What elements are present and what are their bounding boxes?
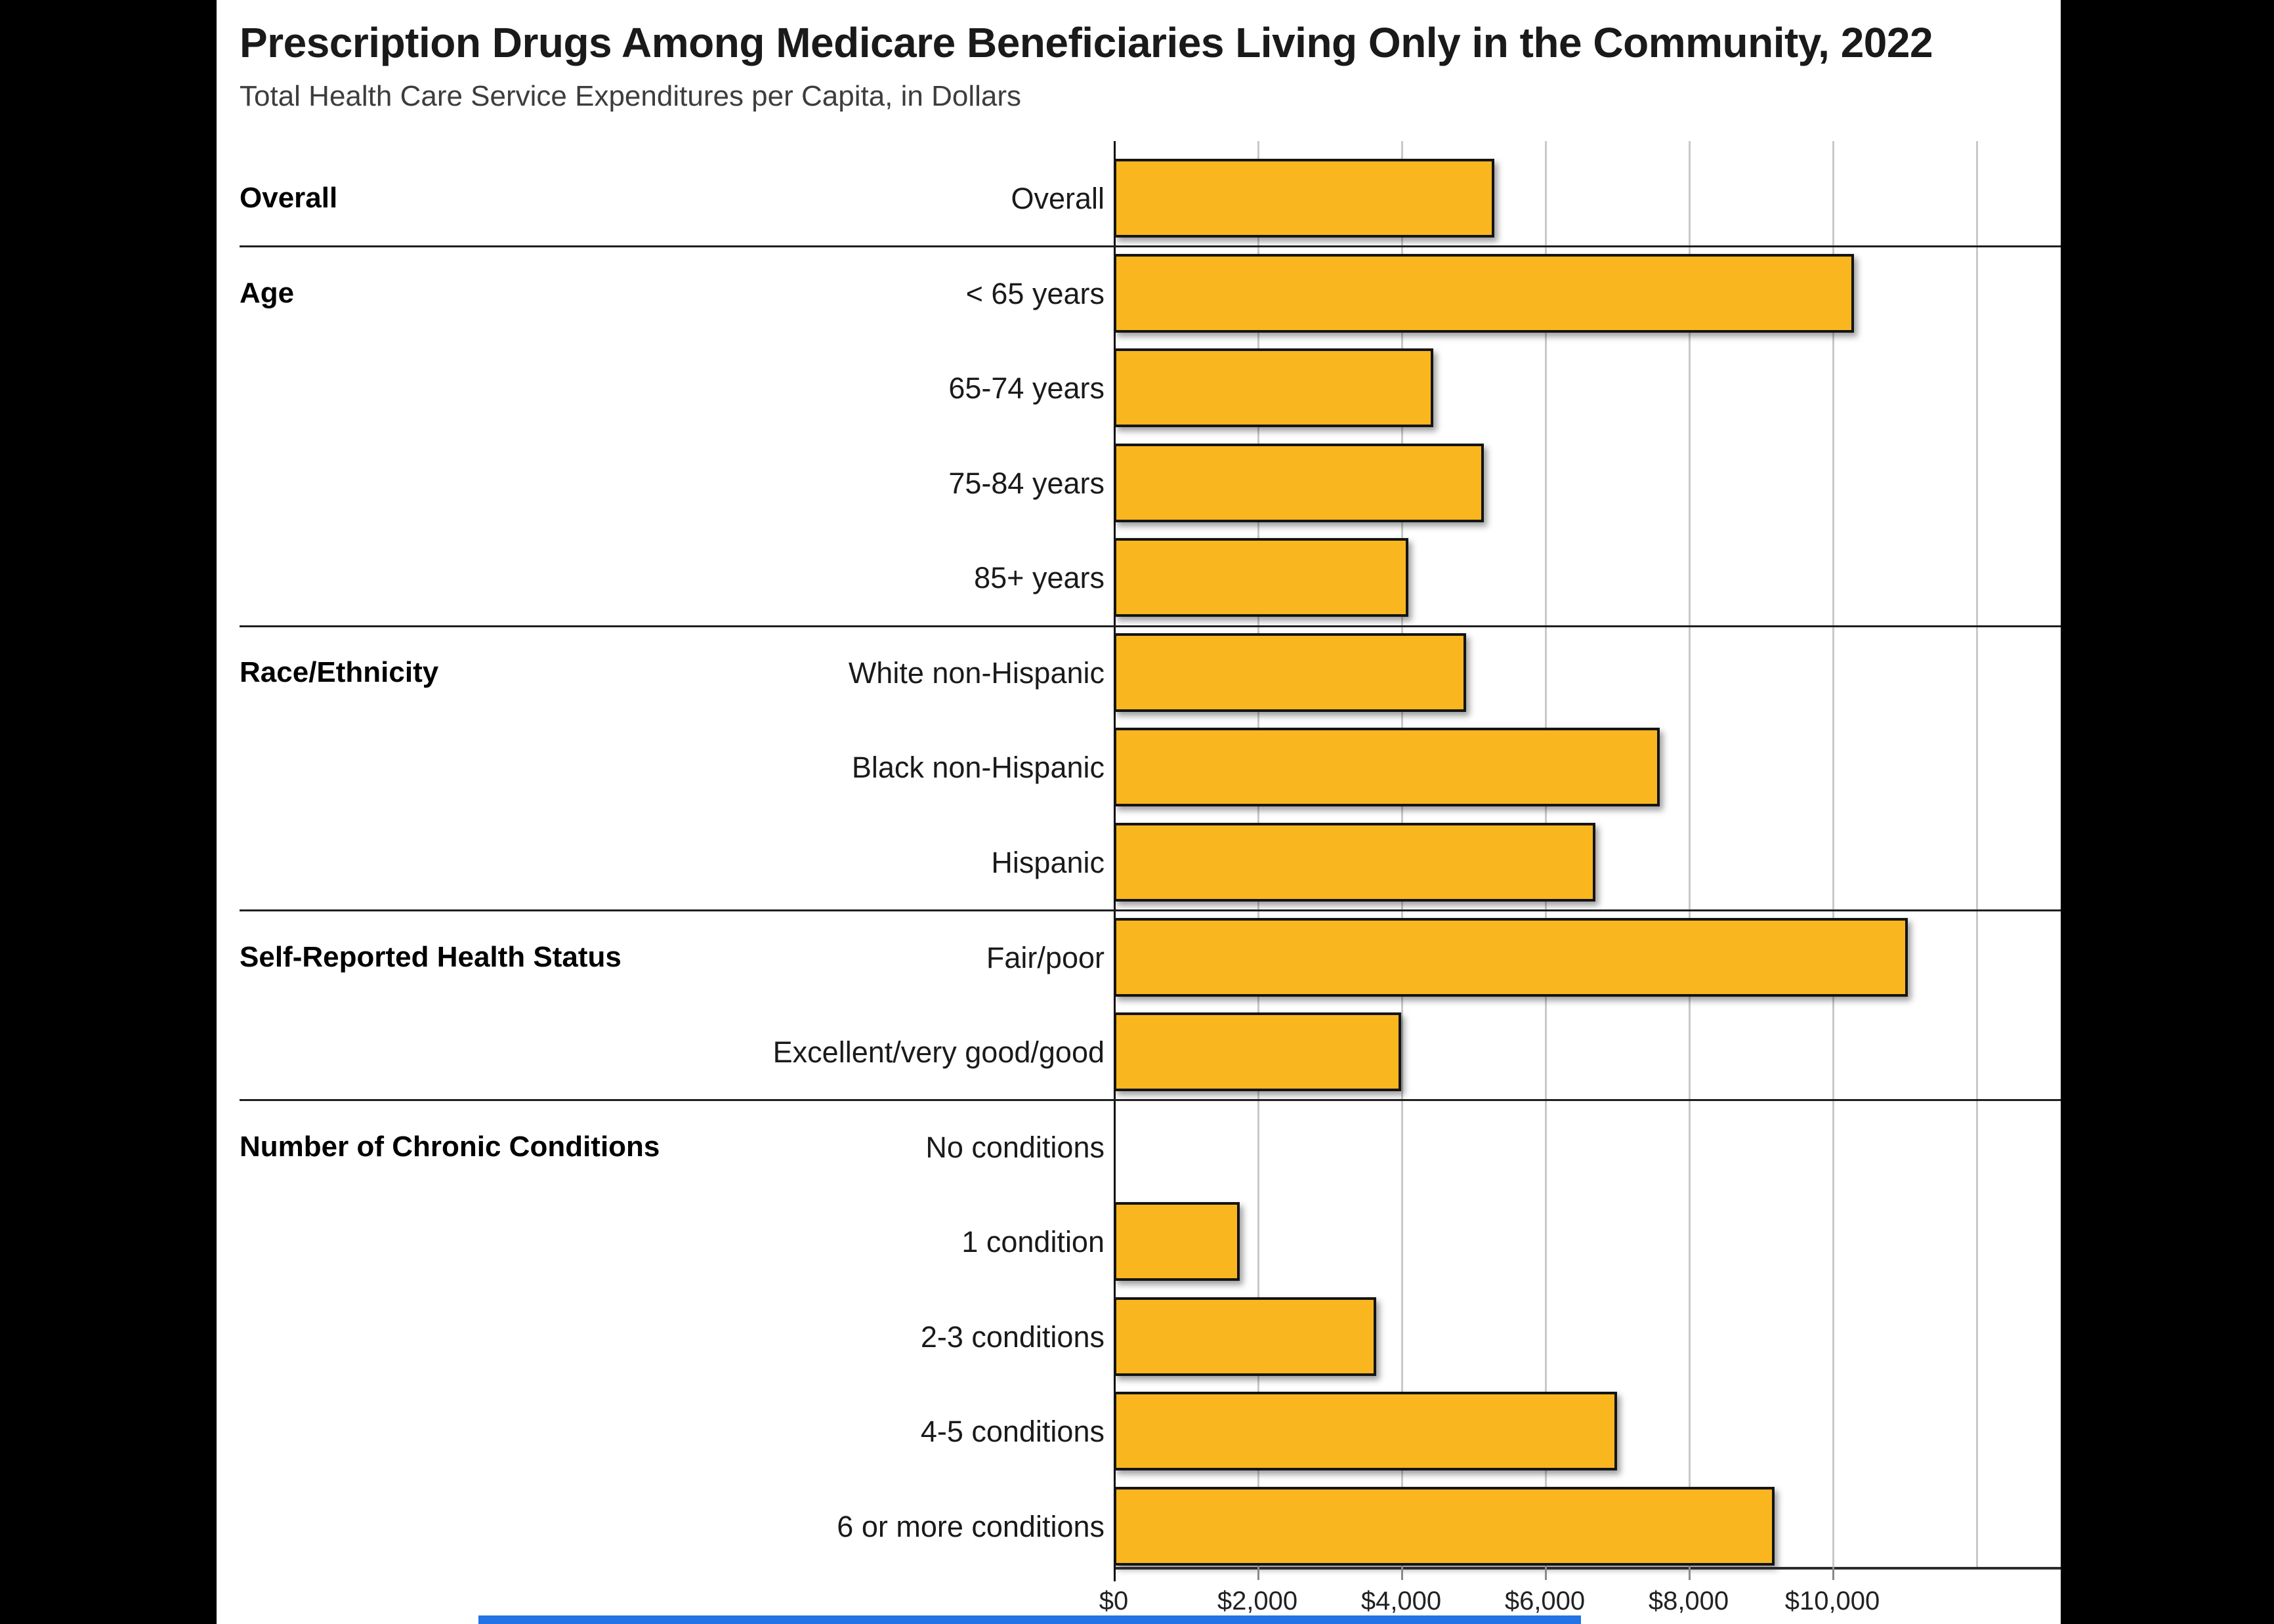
- bar: [1114, 1012, 1401, 1092]
- x-axis-tick: [1114, 1567, 1116, 1580]
- row-label: Hispanic: [991, 845, 1105, 879]
- row-label: No conditions: [925, 1130, 1105, 1164]
- bar: [1114, 1202, 1240, 1281]
- bar: [1114, 538, 1408, 617]
- group-separator: [240, 625, 2061, 627]
- row-label: 65-74 years: [948, 371, 1105, 406]
- bar: [1114, 917, 1908, 997]
- group-label: Self-Reported Health Status: [240, 940, 621, 973]
- gridline: [1976, 141, 1978, 1567]
- x-axis-tick-label: $8,000: [1648, 1587, 1729, 1615]
- x-axis-tick: [1832, 1567, 1834, 1580]
- row-label: < 65 years: [965, 276, 1105, 310]
- x-axis-tick-label: $10,000: [1784, 1587, 1880, 1615]
- bar: [1114, 1486, 1775, 1566]
- right-letterbox: [2061, 0, 2274, 1624]
- x-axis-baseline: [1114, 1567, 2061, 1570]
- chart-title: Prescription Drugs Among Medicare Benefi…: [240, 19, 1933, 66]
- row-label: Overall: [1011, 182, 1105, 215]
- x-axis-tick-label: $2,000: [1217, 1587, 1298, 1615]
- bar: [1114, 728, 1660, 807]
- x-axis-tick: [1689, 1567, 1691, 1580]
- row-label: 1 condition: [961, 1225, 1105, 1259]
- group-label: Number of Chronic Conditions: [240, 1130, 660, 1163]
- bar: [1114, 822, 1595, 902]
- group-separator: [240, 245, 2061, 247]
- x-axis-tick-label: $0: [1099, 1587, 1129, 1615]
- row-label: 85+ years: [974, 561, 1105, 595]
- row-label: Fair/poor: [986, 940, 1105, 974]
- x-axis-tick: [1257, 1567, 1259, 1580]
- gridline: [1832, 141, 1834, 1567]
- row-label: Excellent/very good/good: [772, 1035, 1105, 1070]
- x-axis-tick: [1401, 1567, 1403, 1580]
- row-label: 4-5 conditions: [920, 1415, 1105, 1449]
- row-label: 2-3 conditions: [920, 1320, 1105, 1354]
- x-axis-tick: [1545, 1567, 1547, 1580]
- group-label: Age: [240, 276, 295, 309]
- x-axis-tick-label: $4,000: [1360, 1587, 1442, 1615]
- bottom-blue-strip: [478, 1615, 1581, 1624]
- group-label: Race/Ethnicity: [240, 656, 439, 688]
- group-separator: [240, 909, 2061, 911]
- bar: [1114, 253, 1854, 333]
- bar: [1114, 633, 1466, 712]
- group-separator: [240, 1099, 2061, 1101]
- bar: [1114, 1297, 1376, 1376]
- row-label: 6 or more conditions: [837, 1509, 1105, 1543]
- bar: [1114, 159, 1494, 238]
- row-label: 75-84 years: [948, 466, 1105, 500]
- bar: [1114, 1392, 1617, 1471]
- row-label: Black non-Hispanic: [851, 751, 1105, 785]
- group-label: Overall: [240, 182, 338, 214]
- left-letterbox: [0, 0, 217, 1624]
- chart-subtitle: Total Health Care Service Expenditures p…: [240, 80, 1022, 112]
- bar: [1114, 348, 1433, 428]
- row-label: White non-Hispanic: [848, 656, 1105, 690]
- gridline: [1689, 141, 1691, 1567]
- bar: [1114, 443, 1484, 522]
- x-axis-tick-label: $6,000: [1504, 1587, 1586, 1615]
